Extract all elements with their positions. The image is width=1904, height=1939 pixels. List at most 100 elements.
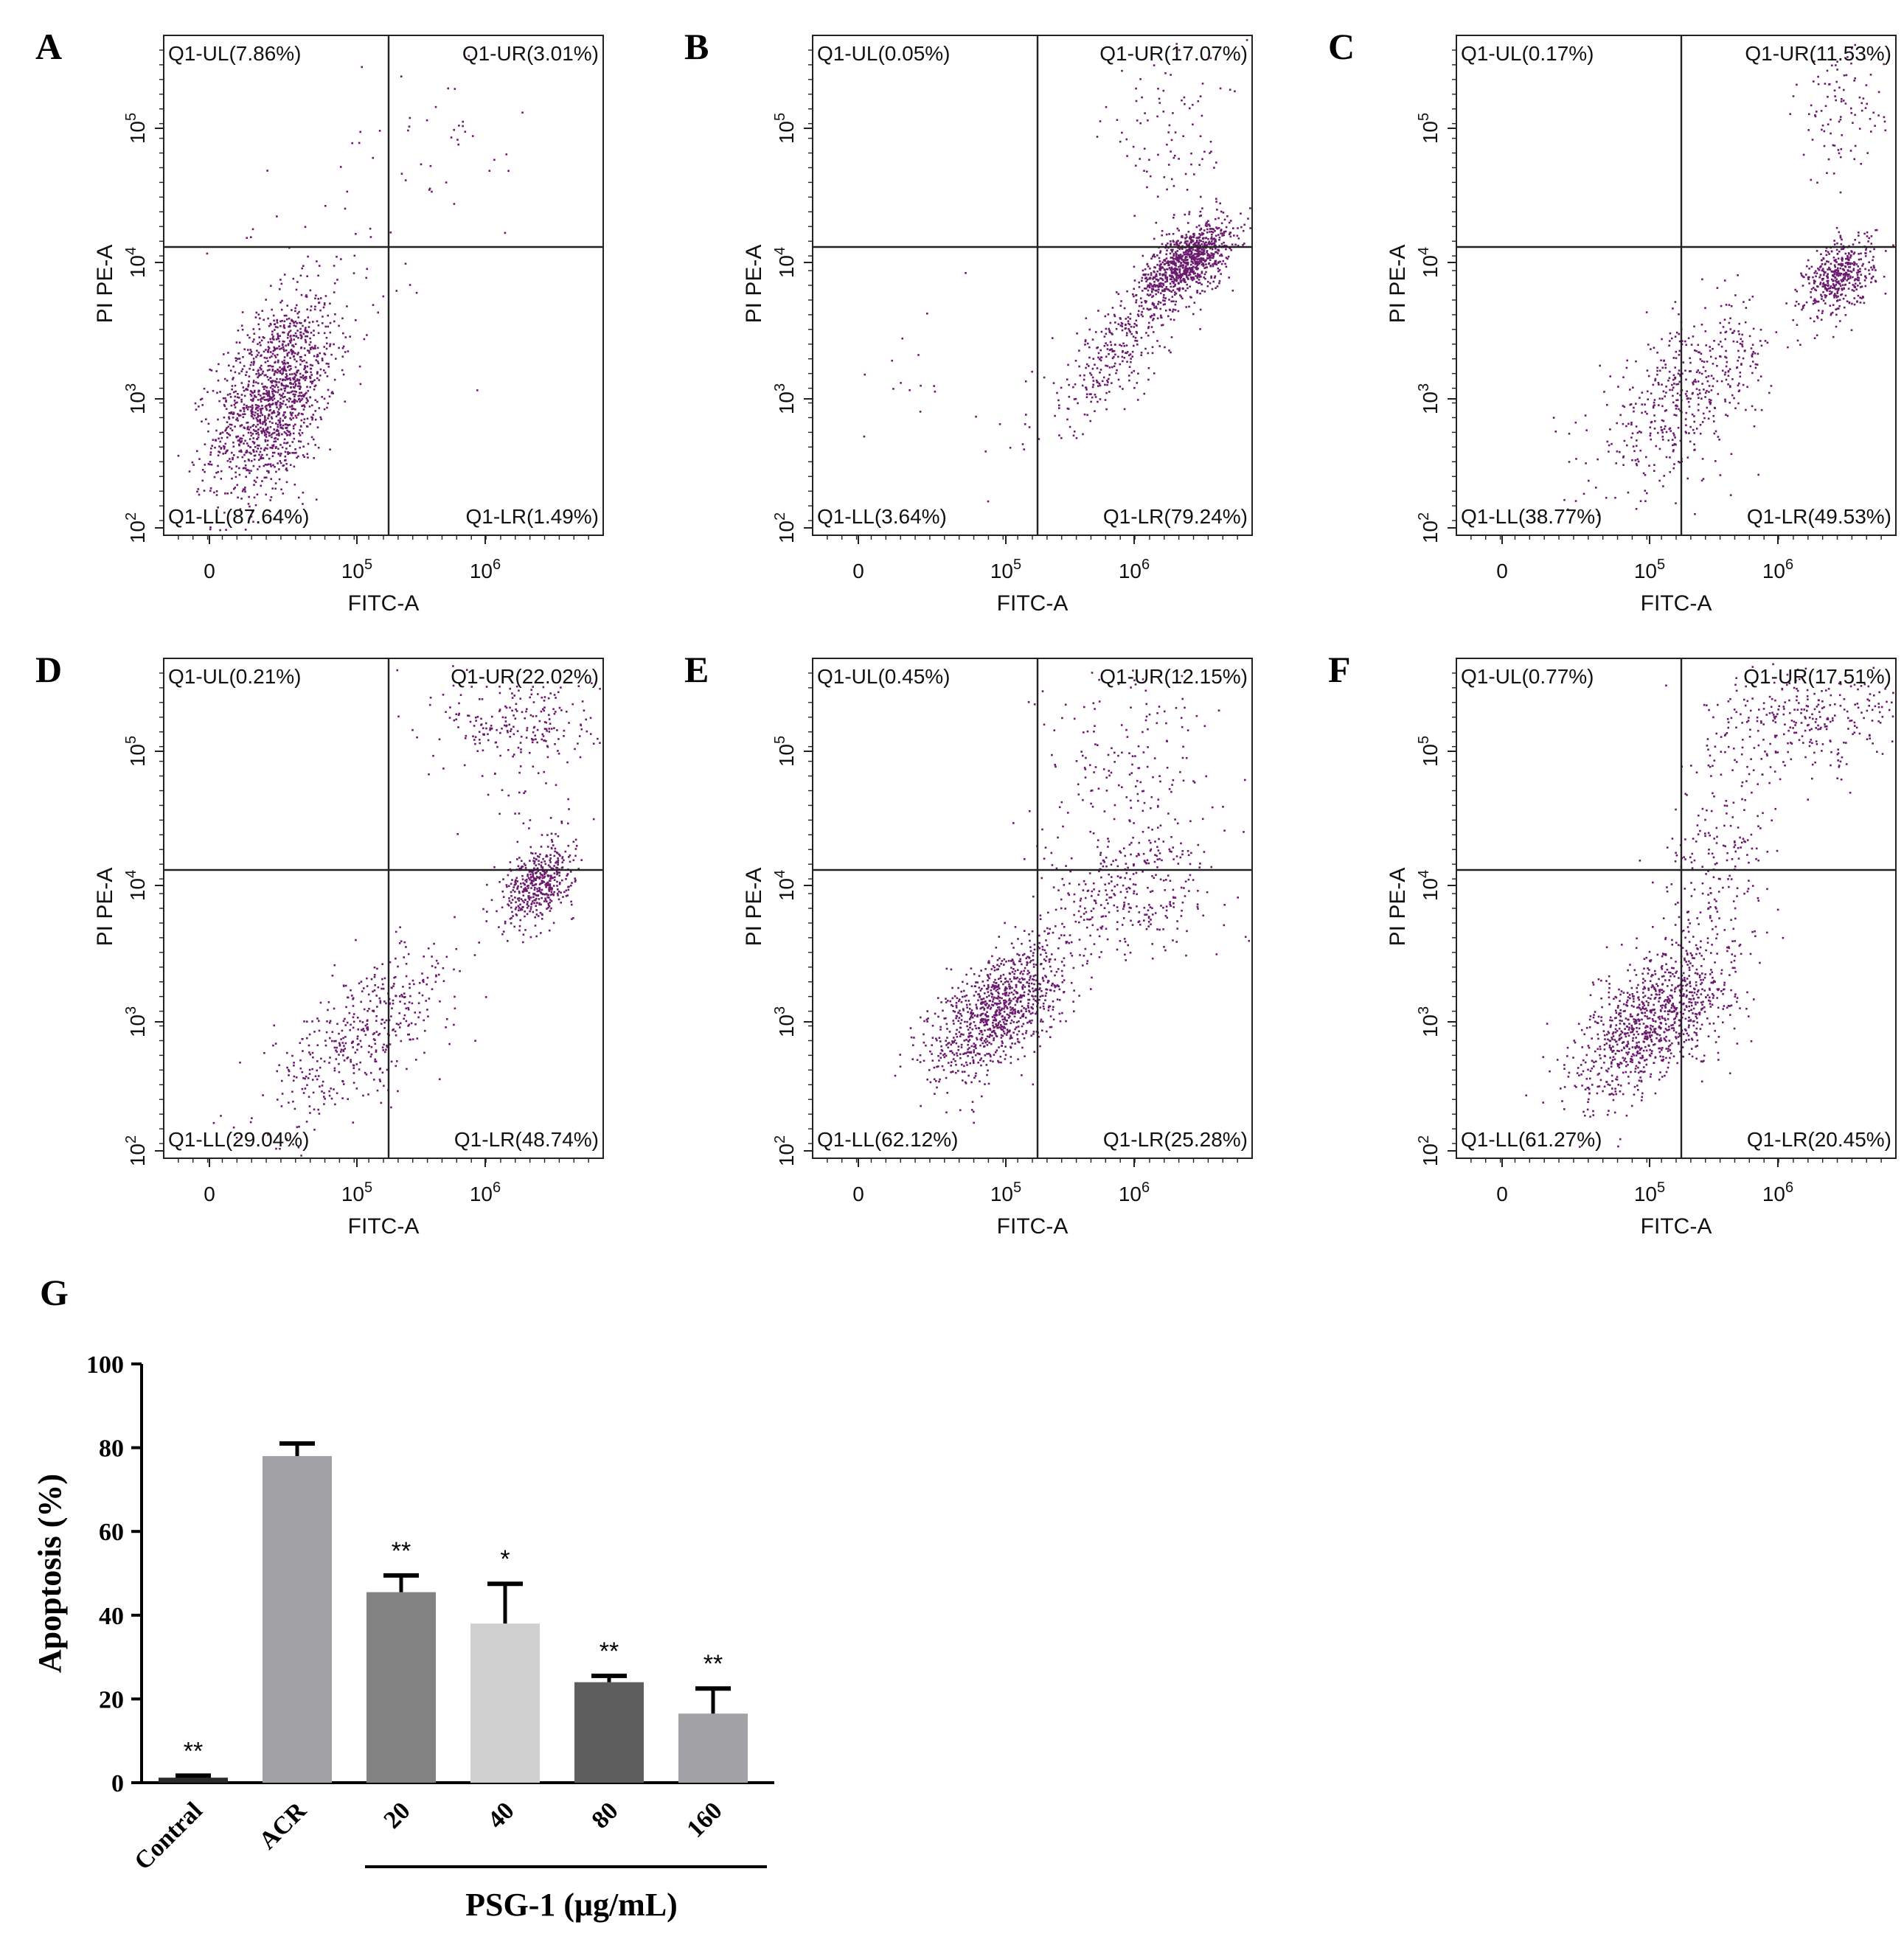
data-point	[305, 1075, 308, 1078]
data-point	[278, 432, 280, 434]
data-point	[1737, 359, 1739, 362]
data-point	[1700, 352, 1703, 355]
data-point	[1633, 410, 1635, 413]
data-point	[1128, 330, 1130, 332]
data-point	[1698, 351, 1700, 353]
data-point	[287, 424, 289, 427]
data-point	[267, 404, 270, 406]
data-point	[352, 1082, 355, 1084]
data-point	[322, 322, 324, 324]
data-point	[237, 456, 239, 459]
data-point	[247, 385, 249, 388]
data-point	[1813, 337, 1816, 339]
data-point	[1217, 217, 1220, 220]
data-point	[1700, 397, 1703, 400]
data-point	[299, 400, 301, 403]
data-point	[1720, 355, 1722, 358]
data-point	[1196, 255, 1199, 258]
data-point	[232, 378, 234, 380]
data-point	[1822, 299, 1825, 302]
data-point	[1167, 164, 1170, 166]
data-point	[1720, 332, 1722, 334]
data-point	[1170, 248, 1172, 251]
data-point	[1644, 500, 1647, 502]
data-point	[1113, 365, 1116, 367]
data-point	[1220, 222, 1223, 225]
data-point	[1875, 269, 1877, 271]
data-point	[1653, 464, 1655, 466]
data-point	[300, 395, 303, 397]
data-point	[1665, 391, 1667, 394]
data-point	[254, 411, 257, 414]
data-point	[1714, 407, 1716, 409]
data-point	[551, 838, 553, 841]
data-point	[1187, 231, 1190, 233]
data-point	[1635, 508, 1638, 510]
data-point	[255, 311, 258, 314]
plot-frame	[1456, 35, 1897, 536]
data-point	[247, 445, 250, 447]
data-point	[218, 363, 220, 366]
data-point	[1189, 107, 1191, 110]
data-point	[282, 348, 285, 350]
data-point	[298, 310, 300, 313]
data-point	[1678, 349, 1681, 352]
data-point	[1671, 439, 1674, 441]
data-point	[558, 871, 561, 874]
data-point	[1024, 423, 1026, 425]
data-point	[282, 400, 285, 403]
data-point	[293, 358, 296, 361]
data-point	[316, 260, 318, 262]
flow-panel-d: D Q1-UL(0.21%) Q1-UR(22.02%)Q1-LL(29.04%) Q…	[35, 649, 604, 1239]
data-point	[541, 870, 544, 872]
data-point	[1672, 307, 1674, 310]
data-point	[1169, 282, 1172, 285]
data-point	[1841, 284, 1844, 286]
data-point	[313, 330, 315, 332]
data-point	[454, 1007, 456, 1010]
data-point	[280, 1105, 283, 1107]
data-point	[287, 431, 290, 433]
data-point	[265, 407, 268, 410]
data-point	[274, 401, 277, 404]
data-point	[1873, 248, 1875, 251]
data-point	[1861, 296, 1864, 298]
data-point	[1229, 232, 1232, 234]
data-point	[299, 1042, 302, 1044]
data-point	[259, 408, 262, 410]
data-point	[1164, 290, 1166, 293]
data-point	[282, 368, 285, 370]
data-point	[290, 338, 293, 340]
data-point	[309, 396, 312, 399]
data-point	[1220, 273, 1222, 275]
data-point	[1186, 261, 1189, 264]
data-point	[269, 377, 271, 379]
data-point	[1130, 361, 1132, 363]
data-point	[1192, 271, 1195, 274]
data-point	[269, 408, 271, 411]
data-point	[1170, 150, 1172, 153]
data-point	[246, 349, 249, 351]
data-point	[1153, 276, 1155, 279]
data-point	[312, 321, 314, 323]
data-point	[1119, 140, 1122, 143]
data-point	[197, 488, 200, 490]
data-point	[488, 170, 491, 172]
data-point	[304, 366, 306, 369]
data-point	[212, 1121, 215, 1124]
tick-exponent: 3	[1416, 383, 1432, 391]
data-point	[1617, 386, 1619, 388]
data-point	[1136, 332, 1138, 334]
data-point	[279, 372, 282, 374]
tick-exponent: 3	[123, 383, 139, 391]
data-point	[226, 492, 229, 495]
data-point	[1854, 43, 1856, 46]
data-point	[471, 135, 474, 137]
data-point	[305, 296, 308, 298]
data-point	[1125, 318, 1128, 320]
quadrant-label-ur: Q1-UR(3.01%)	[462, 42, 599, 65]
data-point	[1814, 115, 1817, 118]
data-point	[1147, 326, 1150, 328]
data-point	[1792, 318, 1794, 321]
data-point	[225, 529, 227, 531]
